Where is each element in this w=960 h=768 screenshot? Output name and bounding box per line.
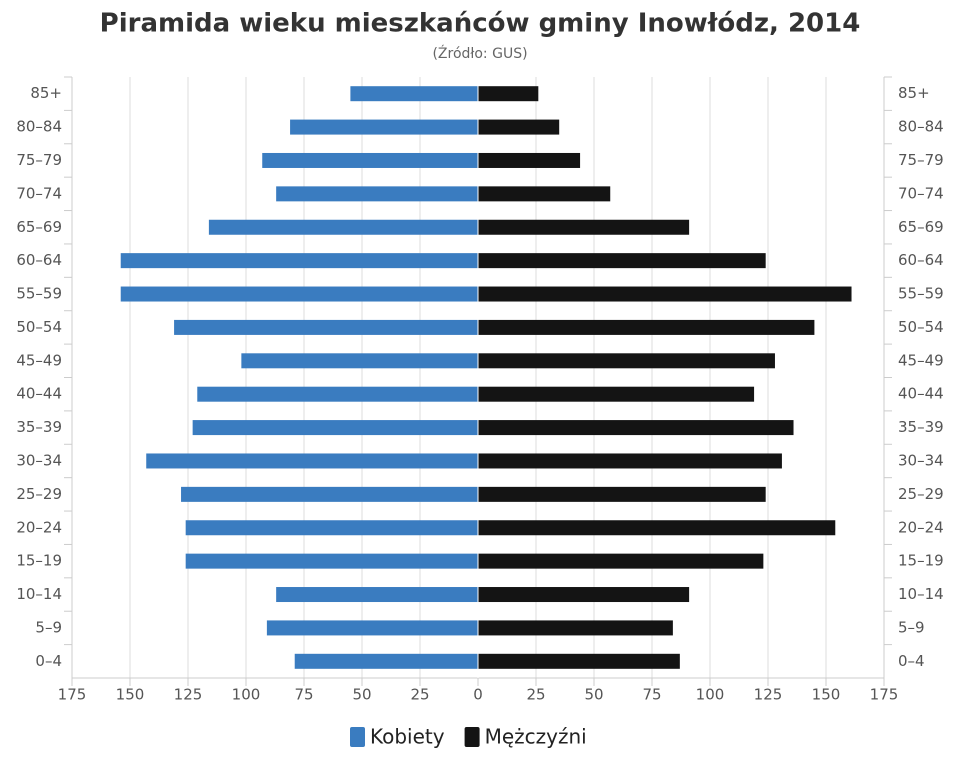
bar	[146, 453, 479, 469]
x-tick-label: 25	[410, 686, 429, 704]
bar	[478, 553, 764, 569]
y-tick-label: 10–14	[16, 585, 62, 603]
chart-title: Piramida wieku mieszkańców gminy Inowłód…	[100, 9, 861, 39]
bar	[120, 286, 478, 302]
legend-label: Kobiety	[370, 725, 445, 749]
y-tick-label: 0–4	[898, 652, 925, 670]
bar	[197, 386, 478, 402]
x-tick-label: 150	[812, 686, 841, 704]
y-tick-label: 20–24	[16, 518, 62, 536]
bar	[262, 152, 478, 168]
x-tick-label: 175	[58, 686, 87, 704]
x-tick-label: 100	[232, 686, 261, 704]
bar	[478, 386, 755, 402]
y-tick-label: 75–79	[898, 151, 944, 169]
y-tick-label: 85+	[30, 84, 62, 102]
legend-swatch	[464, 727, 480, 747]
y-tick-label: 85+	[898, 84, 930, 102]
bar	[478, 286, 852, 302]
bar	[478, 420, 794, 436]
y-tick-label: 65–69	[898, 218, 944, 236]
y-tick-label: 50–54	[898, 318, 944, 336]
bar	[266, 620, 478, 636]
y-tick-label: 40–44	[898, 385, 944, 403]
y-tick-label: 60–64	[898, 251, 944, 269]
bar	[276, 186, 478, 202]
x-tick-label: 0	[473, 686, 483, 704]
y-tick-label: 50–54	[16, 318, 62, 336]
bar	[192, 420, 478, 436]
y-tick-label: 5–9	[898, 618, 925, 636]
y-tick-label: 40–44	[16, 385, 62, 403]
bar	[174, 319, 478, 335]
y-tick-label: 65–69	[16, 218, 62, 236]
y-tick-label: 15–19	[16, 552, 62, 570]
y-tick-label: 20–24	[898, 518, 944, 536]
y-tick-label: 25–29	[16, 485, 62, 503]
x-tick-label: 75	[642, 686, 661, 704]
bar	[185, 520, 478, 536]
y-tick-label: 80–84	[898, 118, 944, 136]
y-tick-label: 45–49	[16, 351, 62, 369]
x-tick-label: 75	[294, 686, 313, 704]
y-tick-label: 35–39	[16, 418, 62, 436]
bar	[478, 520, 836, 536]
bar	[478, 186, 611, 202]
x-tick-label: 100	[696, 686, 725, 704]
y-tick-label: 30–34	[16, 451, 62, 469]
bar	[290, 119, 478, 135]
y-tick-label: 75–79	[16, 151, 62, 169]
bar	[276, 587, 478, 603]
x-tick-label: 175	[870, 686, 899, 704]
x-tick-label: 25	[526, 686, 545, 704]
bar	[185, 553, 478, 569]
bar	[478, 319, 815, 335]
bar	[294, 653, 478, 669]
y-tick-label: 55–59	[16, 285, 62, 303]
legend-label: Mężczyźni	[485, 725, 587, 749]
bar	[120, 253, 478, 269]
bar	[478, 653, 680, 669]
y-tick-label: 0–4	[35, 652, 62, 670]
y-tick-label: 35–39	[898, 418, 944, 436]
bar	[478, 486, 766, 502]
bar	[478, 453, 782, 469]
legend-swatch	[350, 727, 365, 747]
y-tick-label: 60–64	[16, 251, 62, 269]
bar	[181, 486, 479, 502]
bar	[478, 119, 560, 135]
bar	[478, 86, 539, 102]
bar	[478, 353, 775, 369]
bar	[478, 253, 766, 269]
y-tick-label: 45–49	[898, 351, 944, 369]
chart-subtitle: (Źródło: GUS)	[432, 44, 527, 62]
bar	[478, 152, 581, 168]
x-tick-label: 125	[754, 686, 783, 704]
y-tick-label: 5–9	[35, 618, 62, 636]
y-tick-label: 70–74	[898, 184, 944, 202]
y-tick-label: 10–14	[898, 585, 944, 603]
y-tick-label: 15–19	[898, 552, 944, 570]
bar	[478, 620, 673, 636]
y-tick-label: 80–84	[16, 118, 62, 136]
x-tick-label: 50	[584, 686, 603, 704]
y-tick-label: 25–29	[898, 485, 944, 503]
y-tick-label: 70–74	[16, 184, 62, 202]
bar	[208, 219, 478, 235]
y-tick-label: 55–59	[898, 285, 944, 303]
bar	[241, 353, 478, 369]
y-tick-label: 30–34	[898, 451, 944, 469]
bar	[478, 219, 690, 235]
bar	[350, 86, 478, 102]
x-tick-label: 150	[116, 686, 145, 704]
x-tick-label: 50	[352, 686, 371, 704]
bar	[478, 587, 690, 603]
x-tick-label: 125	[174, 686, 203, 704]
